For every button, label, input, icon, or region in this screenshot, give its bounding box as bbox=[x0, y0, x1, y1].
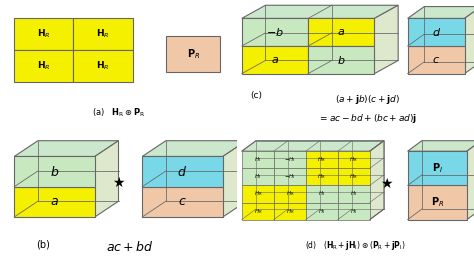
Bar bbox=[242, 46, 308, 74]
Polygon shape bbox=[142, 141, 246, 156]
Text: $H_I$: $H_I$ bbox=[318, 207, 325, 215]
Text: $H_I$: $H_I$ bbox=[254, 155, 261, 164]
Text: $c$: $c$ bbox=[432, 55, 440, 65]
Bar bbox=[242, 18, 308, 46]
Bar bbox=[242, 151, 274, 168]
Text: $H_R$: $H_R$ bbox=[349, 173, 358, 181]
Bar bbox=[308, 46, 374, 74]
Text: $\mathbf{H}_{R}$: $\mathbf{H}_{R}$ bbox=[96, 59, 110, 72]
Bar bbox=[308, 18, 374, 46]
Text: $H_I$: $H_I$ bbox=[318, 190, 325, 198]
Text: $a$: $a$ bbox=[337, 27, 346, 37]
Bar bbox=[306, 168, 337, 185]
Text: $H_R$: $H_R$ bbox=[285, 190, 294, 198]
Text: $c$: $c$ bbox=[178, 195, 187, 208]
Text: $\mathbf{H}_{R}$: $\mathbf{H}_{R}$ bbox=[96, 28, 110, 41]
Polygon shape bbox=[374, 5, 398, 74]
Text: $\bigstar$: $\bigstar$ bbox=[112, 176, 125, 190]
Polygon shape bbox=[408, 7, 474, 18]
Text: $-H_I$: $-H_I$ bbox=[284, 173, 296, 181]
Text: $b$: $b$ bbox=[50, 165, 59, 179]
Bar bbox=[73, 50, 133, 82]
Polygon shape bbox=[467, 141, 474, 220]
Text: $\mathbf{H}_{R}$: $\mathbf{H}_{R}$ bbox=[37, 28, 51, 41]
Text: $\bigstar$: $\bigstar$ bbox=[380, 177, 393, 191]
Bar bbox=[142, 156, 223, 187]
Bar bbox=[274, 185, 306, 203]
Polygon shape bbox=[223, 141, 246, 217]
Polygon shape bbox=[370, 141, 384, 220]
Polygon shape bbox=[465, 7, 474, 74]
Text: $H_R$: $H_R$ bbox=[349, 155, 358, 164]
Bar bbox=[408, 185, 467, 220]
Bar bbox=[306, 203, 337, 220]
Text: $\mathbf{P}_I$: $\mathbf{P}_I$ bbox=[432, 161, 443, 175]
Bar bbox=[337, 185, 370, 203]
Text: $d$: $d$ bbox=[177, 165, 188, 179]
Bar bbox=[242, 185, 274, 203]
Bar bbox=[14, 18, 73, 50]
Text: (c): (c) bbox=[250, 92, 262, 100]
Bar bbox=[274, 203, 306, 220]
Text: $b$: $b$ bbox=[337, 54, 346, 66]
Text: (a)   $\mathbf{H}_{\mathrm{R}}\circledast\mathbf{P}_{\mathrm{R}}$: (a) $\mathbf{H}_{\mathrm{R}}\circledast\… bbox=[92, 107, 145, 119]
Bar bbox=[337, 151, 370, 168]
Text: $(a+\mathbf{j}b)(c+\mathbf{j}d)$: $(a+\mathbf{j}b)(c+\mathbf{j}d)$ bbox=[335, 93, 400, 107]
Bar bbox=[408, 18, 465, 46]
Text: $a$: $a$ bbox=[50, 195, 59, 208]
Bar bbox=[306, 185, 337, 203]
Text: $H_I$: $H_I$ bbox=[254, 173, 261, 181]
Text: $\mathbf{P}_{R}$: $\mathbf{P}_{R}$ bbox=[186, 47, 200, 61]
Bar bbox=[274, 151, 306, 168]
Bar bbox=[14, 187, 95, 217]
Bar bbox=[306, 151, 337, 168]
Text: $H_R$: $H_R$ bbox=[318, 173, 326, 181]
Bar bbox=[337, 203, 370, 220]
Bar bbox=[274, 168, 306, 185]
Text: $\mathbf{P}_R$: $\mathbf{P}_R$ bbox=[430, 196, 444, 209]
Bar bbox=[14, 156, 95, 187]
Bar bbox=[14, 50, 73, 82]
Text: $H_I$: $H_I$ bbox=[350, 207, 357, 215]
Text: $\mathbf{H}_{R}$: $\mathbf{H}_{R}$ bbox=[37, 59, 51, 72]
Polygon shape bbox=[242, 141, 384, 151]
Polygon shape bbox=[242, 5, 398, 18]
Text: (b): (b) bbox=[36, 240, 50, 250]
Polygon shape bbox=[14, 141, 118, 156]
Polygon shape bbox=[95, 141, 118, 217]
Text: $a$: $a$ bbox=[271, 55, 279, 65]
Text: $H_R$: $H_R$ bbox=[285, 207, 294, 215]
Text: $-H_I$: $-H_I$ bbox=[284, 155, 296, 164]
Polygon shape bbox=[408, 141, 474, 151]
Text: $ac+bd$: $ac+bd$ bbox=[107, 240, 154, 254]
Text: $H_R$: $H_R$ bbox=[254, 207, 262, 215]
Bar bbox=[408, 46, 465, 74]
Bar bbox=[337, 168, 370, 185]
Bar bbox=[408, 151, 467, 185]
Text: $d$: $d$ bbox=[431, 26, 441, 38]
Bar bbox=[142, 187, 223, 217]
Text: $H_I$: $H_I$ bbox=[350, 190, 357, 198]
Text: $=ac-bd+(bc+ad)\mathbf{j}$: $=ac-bd+(bc+ad)\mathbf{j}$ bbox=[318, 112, 417, 125]
Bar bbox=[242, 168, 274, 185]
Text: $H_R$: $H_R$ bbox=[254, 190, 262, 198]
Text: $-b$: $-b$ bbox=[266, 26, 284, 38]
Bar bbox=[242, 203, 274, 220]
Text: (d)   $(\mathbf{H}_{\mathrm{R}}+\mathbf{j}\mathbf{H}_{\mathrm{I}})\circledast(\m: (d) $(\mathbf{H}_{\mathrm{R}}+\mathbf{j}… bbox=[305, 239, 406, 252]
Bar bbox=[73, 18, 133, 50]
Text: $H_R$: $H_R$ bbox=[318, 155, 326, 164]
Bar bbox=[166, 36, 220, 72]
